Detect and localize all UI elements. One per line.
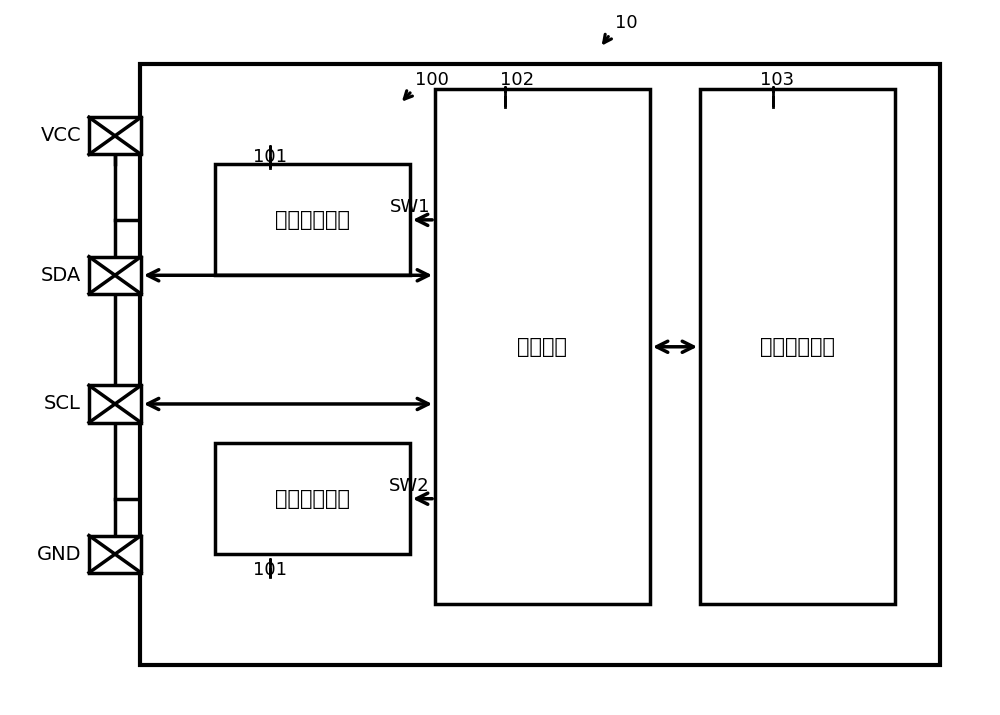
Text: SCL: SCL xyxy=(44,395,81,413)
Text: 101: 101 xyxy=(253,148,287,166)
Text: GND: GND xyxy=(37,545,81,563)
Bar xyxy=(89,536,141,573)
Bar xyxy=(435,89,650,604)
Text: 102: 102 xyxy=(500,72,534,89)
Text: SW2: SW2 xyxy=(389,477,430,495)
Bar xyxy=(700,89,895,604)
Bar xyxy=(215,443,410,554)
Text: 10: 10 xyxy=(615,14,638,32)
Text: 滤波调节模块: 滤波调节模块 xyxy=(275,489,350,508)
Bar xyxy=(89,385,141,423)
Text: 100: 100 xyxy=(415,72,449,89)
Text: 配置寄存模块: 配置寄存模块 xyxy=(760,337,835,357)
Text: SW1: SW1 xyxy=(390,198,430,216)
Bar xyxy=(89,257,141,294)
Text: 101: 101 xyxy=(253,561,287,579)
Text: 滤波调节模块: 滤波调节模块 xyxy=(275,210,350,230)
Bar xyxy=(215,164,410,275)
Text: 控制模块: 控制模块 xyxy=(518,337,568,357)
Bar xyxy=(140,64,940,665)
Text: SDA: SDA xyxy=(41,266,81,285)
Text: VCC: VCC xyxy=(40,127,81,145)
Text: 103: 103 xyxy=(760,72,794,89)
Bar xyxy=(89,117,141,154)
